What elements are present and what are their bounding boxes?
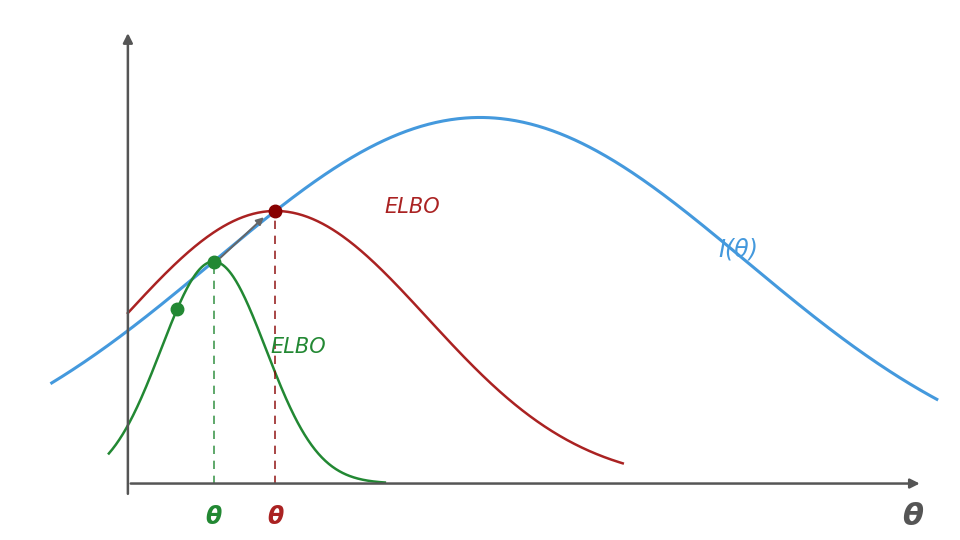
Text: I(θ): I(θ) [718, 238, 757, 262]
Text: ELBO: ELBO [385, 197, 441, 217]
Text: θ: θ [902, 502, 924, 531]
Text: θ: θ [205, 505, 222, 529]
Text: ELBO: ELBO [271, 337, 326, 357]
Text: θ: θ [267, 505, 283, 529]
